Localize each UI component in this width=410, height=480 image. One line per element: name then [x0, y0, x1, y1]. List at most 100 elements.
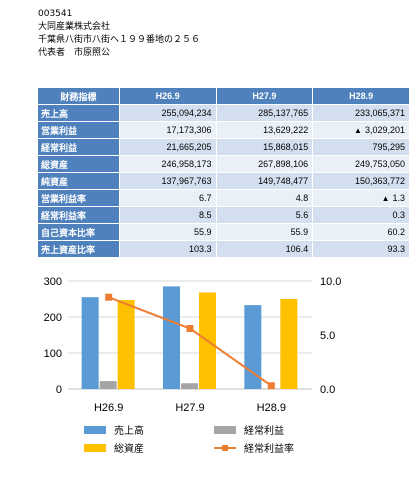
financial-table: 財務指標 H26.9 H27.9 H28.9 売上高 255,094,234 285… [37, 87, 410, 258]
table-cell: 249,753,050 [312, 155, 410, 173]
table-cell: 5.6 [215, 206, 314, 224]
y-tick-label: 200 [44, 312, 62, 324]
cell-value: 15,868,015 [263, 142, 309, 152]
table-cell: 93.3 [312, 240, 410, 258]
row-label: 売上高 [37, 104, 120, 122]
bar [163, 286, 180, 389]
table-cell: 137,967,763 [118, 172, 217, 190]
table-cell: 255,094,234 [118, 104, 217, 122]
y-tick-label: 300 [44, 276, 62, 288]
cell-value: 137,967,763 [161, 176, 212, 186]
y2-tick-label: 10.0 [320, 276, 341, 288]
row-label: 営業利益 [37, 121, 120, 139]
bar [117, 300, 135, 389]
legend-label: 経常利益率 [244, 442, 294, 455]
cell-value: 8.5 [198, 210, 212, 220]
table-cell: 150,363,772 [312, 172, 410, 190]
x-tick-label: H28.9 [257, 402, 286, 414]
legend-swatch [84, 426, 106, 434]
negative-triangle-icon: ▲ [381, 194, 390, 203]
row-label: 総資産 [37, 155, 120, 173]
table-cell: ▲ 1.3 [312, 189, 410, 207]
cell-value: 6.7 [198, 193, 212, 203]
table-row: 純資産 137,967,763 149,748,477 150,363,772 [37, 172, 410, 190]
x-tick-label: H27.9 [175, 402, 204, 414]
row-label: 経常利益率 [37, 206, 120, 224]
cell-value: 17,173,306 [166, 125, 212, 135]
table-cell: 60.2 [312, 223, 410, 241]
y2-tick-label: 0.0 [320, 384, 335, 396]
row-label: 経常利益 [37, 138, 120, 156]
table-corner-label: 財務指標 [37, 87, 120, 105]
table-cell: 267,898,106 [215, 155, 314, 173]
table-header-row: 財務指標 H26.9 H27.9 H28.9 [37, 87, 410, 105]
table-cell: 4.8 [215, 189, 314, 207]
company-code: 003541 [38, 9, 73, 19]
table-cell: 246,958,173 [118, 155, 217, 173]
cell-value: 233,065,371 [354, 108, 405, 118]
cell-value: 5.6 [295, 210, 309, 220]
table-cell: 55.9 [215, 223, 314, 241]
bar [280, 299, 298, 389]
cell-value: 0.3 [392, 210, 405, 220]
year-header: H26.9 [118, 87, 217, 105]
legend-label: 経常利益 [244, 424, 284, 437]
row-label: 営業利益率 [37, 189, 120, 207]
table-row: 営業利益率 6.7 4.8 ▲ 1.3 [37, 189, 410, 207]
row-label: 純資産 [37, 172, 120, 190]
cell-value: 13,629,222 [263, 125, 309, 135]
bar [99, 381, 117, 389]
row-label: 自己資本比率 [37, 223, 120, 241]
cell-value: 55.9 [193, 227, 212, 237]
bar [81, 297, 99, 389]
table-row: 経常利益 21,665,205 15,868,015 795,295 [37, 138, 410, 156]
legend-label: 売上高 [114, 424, 144, 437]
table-cell: 233,065,371 [312, 104, 410, 122]
table-cell: 0.3 [312, 206, 410, 224]
cell-value: 795,295 [372, 142, 405, 152]
cell-value: 285,137,765 [258, 108, 309, 118]
table-cell: 8.5 [118, 206, 217, 224]
legend-swatch [84, 444, 106, 452]
table-cell: 55.9 [118, 223, 217, 241]
negative-triangle-icon: ▲ [354, 126, 362, 135]
company-representative: 代表者 市原照公 [38, 48, 111, 58]
cell-value: 93.3 [387, 244, 405, 254]
table-row: 経常利益率 8.5 5.6 0.3 [37, 206, 410, 224]
cell-value: 246,958,173 [161, 159, 212, 169]
x-tick-label: H26.9 [94, 402, 123, 414]
table-cell: 15,868,015 [215, 138, 314, 156]
legend-label: 総資産 [114, 442, 144, 455]
table-cell: 103.3 [118, 240, 217, 258]
table-cell: 13,629,222 [215, 121, 314, 139]
table-cell: 17,173,306 [118, 121, 217, 139]
company-name: 大同産業株式会社 [38, 22, 111, 32]
table-cell: 149,748,477 [215, 172, 314, 190]
y-tick-label: 0 [56, 384, 62, 396]
table-row: 売上高 255,094,234 285,137,765 233,065,371 [37, 104, 410, 122]
table-row: 総資産 246,958,173 267,898,106 249,753,050 [37, 155, 410, 173]
bar [244, 305, 262, 389]
cell-value: 21,665,205 [166, 142, 212, 152]
table-cell: 21,665,205 [118, 138, 217, 156]
cell-value: 150,363,772 [354, 176, 405, 186]
cell-value: 249,753,050 [354, 159, 405, 169]
year-header: H28.9 [312, 87, 410, 105]
table-cell: 6.7 [118, 189, 217, 207]
table-row: 自己資本比率 55.9 55.9 60.2 [37, 223, 410, 241]
line-marker [267, 382, 275, 390]
cell-value: 149,748,477 [258, 176, 309, 186]
table-row: 売上資産比率 103.3 106.4 93.3 [37, 240, 410, 258]
table-row: 営業利益 17,173,306 13,629,222 ▲ 3,029,201 [37, 121, 410, 139]
bar [181, 383, 198, 389]
cell-value: 60.2 [387, 227, 405, 237]
cell-value: 4.8 [295, 193, 309, 203]
cell-value: 106.4 [285, 244, 309, 254]
y2-tick-label: 5.0 [320, 330, 335, 342]
table-cell: ▲ 3,029,201 [312, 121, 410, 139]
line-marker [186, 325, 194, 333]
cell-value: 103.3 [188, 244, 212, 254]
company-address: 千葉県八街市八街へ１９９番地の２５６ [38, 35, 201, 45]
cell-value: 55.9 [290, 227, 309, 237]
